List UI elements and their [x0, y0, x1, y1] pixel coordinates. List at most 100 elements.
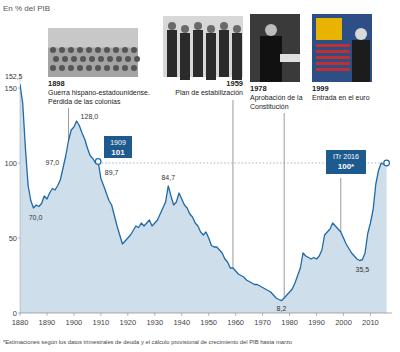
- callout-x: ITr 2016: [333, 153, 359, 160]
- event-text: Plan de estabilización: [175, 89, 243, 96]
- callout-box: [104, 136, 132, 158]
- y-tick: [18, 88, 20, 89]
- y-tick-label: 100: [4, 159, 17, 168]
- event-photo: [48, 28, 140, 77]
- event-photo: [163, 16, 243, 80]
- photo-figure: [107, 56, 113, 62]
- photo-board-row: [316, 44, 350, 47]
- area: [20, 84, 387, 313]
- photo-bg2: [250, 14, 300, 82]
- photo-paper: [280, 54, 300, 62]
- photo-figure: [50, 65, 56, 71]
- photo-figure: [89, 56, 95, 62]
- data-label: 128,0: [81, 113, 99, 120]
- photo-board-row: [316, 50, 350, 53]
- event-line: [232, 100, 233, 268]
- photo-figure: [50, 47, 56, 53]
- photo-head: [233, 25, 241, 33]
- data-label: 84,7: [161, 174, 175, 181]
- data-label: 8,2: [277, 305, 287, 312]
- photo-head: [207, 25, 215, 33]
- photo-bg: [250, 14, 300, 82]
- photo-head: [265, 24, 277, 36]
- x-tick-label: 1900: [66, 318, 83, 327]
- event-text: Pérdida de las colonias: [48, 98, 121, 105]
- event-text: Guerra hispano-estadounidense.: [48, 89, 150, 97]
- x-tick-label: 1930: [146, 318, 163, 327]
- x-tick-label: 1970: [254, 318, 271, 327]
- photo-figure: [98, 56, 104, 62]
- x-tick-label: 1950: [200, 318, 217, 327]
- x-tick-label: 1880: [12, 318, 29, 327]
- photo-figure: [232, 33, 242, 80]
- photo-figure: [80, 56, 86, 62]
- photo-figure: [95, 65, 101, 71]
- photo-head: [194, 22, 202, 30]
- callout-x: 1909: [110, 139, 126, 146]
- photo-figure: [125, 56, 131, 62]
- y-tick: [18, 238, 20, 239]
- y-tick-label: 150: [4, 84, 17, 93]
- photo-figure: [131, 47, 137, 53]
- photo-figure: [113, 47, 119, 53]
- photo-figure: [219, 30, 229, 77]
- photo-figure: [352, 40, 370, 82]
- photo-figure: [68, 47, 74, 53]
- photo-figure: [131, 65, 137, 71]
- photo-head: [355, 28, 367, 40]
- photo-bg: [312, 14, 372, 82]
- x-tick: [370, 313, 371, 316]
- x-tick-label: 1890: [39, 318, 56, 327]
- photo-figure: [77, 65, 83, 71]
- photo-figure: [167, 30, 177, 77]
- data-label: 35,5: [356, 266, 370, 273]
- event-year: 1978: [250, 84, 267, 93]
- event-line: [340, 178, 341, 232]
- photo-bg2: [312, 14, 372, 82]
- photo-figure: [68, 65, 74, 71]
- photo-figure: [86, 65, 92, 71]
- event-text: Constitución: [250, 103, 289, 110]
- photo-bg: [163, 16, 243, 77]
- x-tick-label: 1910: [93, 318, 110, 327]
- x-tick-label: 2000: [335, 318, 352, 327]
- event-text: Entrada en el euro: [312, 94, 370, 101]
- event-photo: [250, 14, 300, 82]
- callout-y: 100*: [338, 162, 355, 171]
- photo-bg: [48, 28, 138, 77]
- x-tick: [127, 313, 128, 316]
- x-tick-label: 1920: [119, 318, 136, 327]
- photo-figure: [134, 56, 140, 62]
- y-tick-label: 50: [9, 234, 17, 243]
- subtitle: En % del PIB: [3, 4, 50, 13]
- x-tick: [235, 313, 236, 316]
- data-label: 97,0: [46, 159, 60, 166]
- x-tick-label: 1980: [281, 318, 298, 327]
- photo-figure: [113, 65, 119, 71]
- event-year: 1959: [226, 79, 243, 88]
- footnote: *Estimaciones según los datos trimestral…: [3, 339, 292, 345]
- x-tick-label: 1960: [227, 318, 244, 327]
- callout-y: 101: [111, 148, 125, 157]
- callout-point: [384, 160, 390, 166]
- y-tick-label: 0: [13, 309, 17, 318]
- photo-board-row: [316, 68, 350, 71]
- photo-figure: [122, 65, 128, 71]
- page: {"chart_data": { "type": "area", "subtit…: [0, 0, 400, 352]
- photo-figure: [116, 56, 122, 62]
- photo-figure: [71, 56, 77, 62]
- photo-figure: [59, 65, 65, 71]
- photo-figure: [59, 47, 65, 53]
- photo-head: [220, 22, 228, 30]
- photo-figure: [193, 30, 203, 77]
- line: [20, 84, 387, 300]
- event-photo: [312, 14, 372, 82]
- photo-sky: [48, 28, 138, 48]
- callout-box: [326, 150, 366, 174]
- photo-figure: [95, 47, 101, 53]
- x-tick: [289, 313, 290, 316]
- photo-bg2: [163, 16, 243, 77]
- photo-board: [316, 18, 342, 40]
- photo-figure: [180, 33, 190, 80]
- x-axis-line: [20, 313, 392, 314]
